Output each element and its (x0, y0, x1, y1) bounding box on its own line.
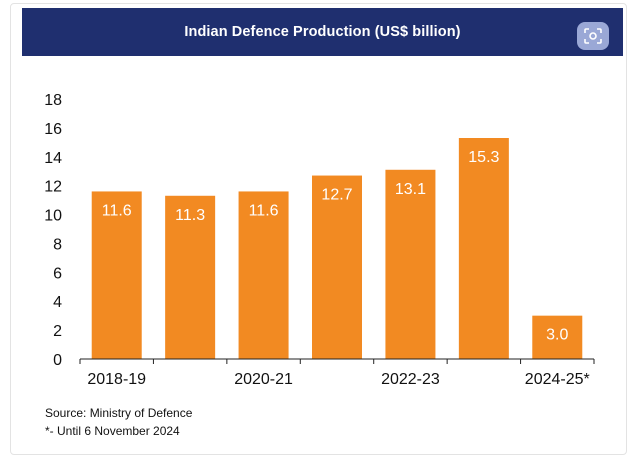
bar (458, 138, 509, 359)
y-tick-label: 14 (44, 150, 62, 167)
y-axis: 0 2 4 6 8 10 12 14 16 18 (44, 92, 62, 369)
period-note: *- Until 6 November 2024 (45, 424, 180, 438)
bar (91, 191, 142, 359)
y-tick-label: 12 (44, 179, 62, 196)
x-tick-label: 2018-19 (87, 371, 146, 388)
x-tick-label: 2022-23 (381, 371, 440, 388)
y-tick-label: 18 (44, 92, 62, 109)
bar (165, 195, 216, 359)
bar-value-label: 15.3 (468, 149, 499, 166)
lens-scan-icon (584, 28, 602, 44)
bars (91, 138, 583, 359)
lens-scan-button[interactable] (577, 22, 609, 50)
bar (385, 169, 436, 359)
bar-value-labels: 11.6 11.3 11.6 12.7 13.1 15.3 3.0 (102, 149, 569, 344)
y-tick-label: 8 (53, 236, 62, 253)
bar-value-label: 12.7 (321, 187, 352, 204)
bar-value-label: 13.1 (395, 181, 426, 198)
y-tick-label: 10 (44, 208, 62, 225)
bar-value-label: 11.6 (102, 202, 132, 219)
bar (532, 315, 583, 359)
source-note: Source: Ministry of Defence (45, 406, 193, 420)
chart-header: Indian Defence Production (US$ billion) (22, 8, 623, 56)
bar (312, 175, 362, 359)
chart-title: Indian Defence Production (US$ billion) (184, 24, 461, 40)
x-tick-label: 2024-25* (525, 371, 590, 388)
bar-value-label: 11.6 (249, 202, 279, 219)
y-tick-label: 16 (44, 121, 62, 138)
x-axis: 2018-19 2020-21 2022-23 2024-25* (79, 359, 595, 388)
y-tick-label: 2 (53, 323, 62, 340)
x-tick-label: 2020-21 (234, 371, 293, 388)
y-tick-label: 0 (53, 352, 62, 369)
y-tick-label: 6 (53, 265, 62, 282)
bar (238, 191, 289, 359)
bar-value-label: 11.3 (175, 207, 205, 224)
bar-value-label: 3.0 (546, 327, 568, 344)
y-tick-label: 4 (53, 294, 62, 311)
